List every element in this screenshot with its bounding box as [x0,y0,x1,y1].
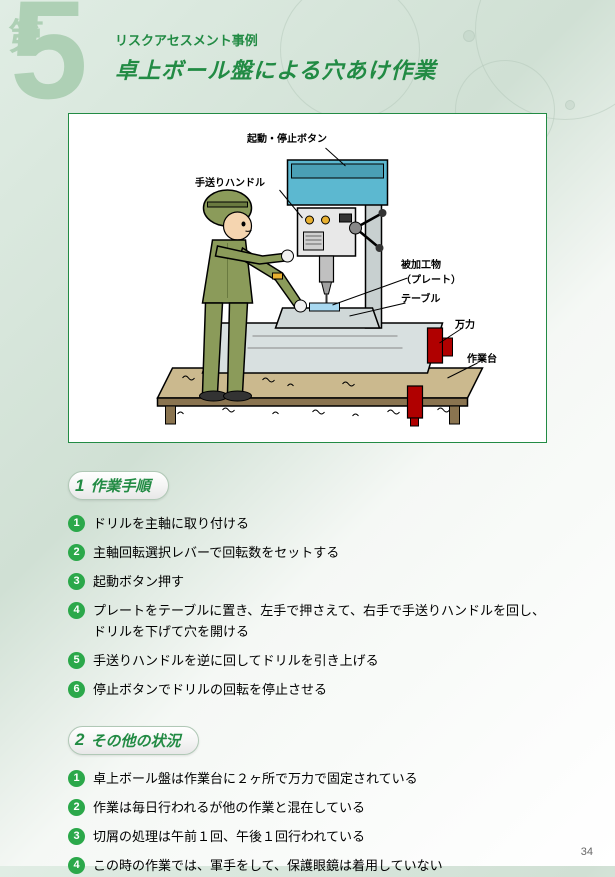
list-item: 3 切屑の処理は午前１回、午後１回行われている [68,827,547,847]
section1-title: 作業手順 [90,475,150,496]
item-badge-2: 2 [68,544,85,561]
list-item: 5 手送りハンドルを逆に回してドリルを引き上げる [68,651,547,671]
section1-list: 1 ドリルを主軸に取り付ける 2 主軸回転選択レバーで回転数をセットする 3 起… [68,514,547,700]
list-item: 6 停止ボタンでドリルの回転を停止させる [68,680,547,700]
item-badge-1: 1 [68,515,85,532]
diagram-illustration: 起動・停止ボタン 手送りハンドル 被加工物 （プレート） テーブル 万力 作業台 [83,128,532,428]
item-text: プレートをテーブルに置き、左手で押さえて、右手で手送りハンドルを回し、ドリルを下… [93,601,547,641]
item-text: 停止ボタンでドリルの回転を停止させる [93,680,547,700]
section2-number: 2 [75,730,84,750]
list-item: 1 ドリルを主軸に取り付ける [68,514,547,534]
item-text: 起動ボタン押す [93,572,547,592]
label-workbench: 作業台 [467,350,497,365]
page-header: リスクアセスメント事例 卓上ボール盤による穴あけ作業 [0,0,615,95]
item-badge-2: 2 [68,799,85,816]
section2-list: 1 卓上ボール盤は作業台に２ヶ所で万力で固定されている 2 作業は毎日行われるが… [68,769,547,877]
item-text: 主軸回転選択レバーで回転数をセットする [93,543,547,563]
item-text: この時の作業では、軍手をして、保護眼鏡は着用していない [93,856,547,876]
item-badge-3: 3 [68,828,85,845]
label-start-stop: 起動・停止ボタン [247,130,327,145]
list-item: 2 作業は毎日行われるが他の作業と混在している [68,798,547,818]
page-number: 34 [581,846,593,858]
label-table: テーブル [401,290,440,305]
page-subtitle: リスクアセスメント事例 [115,30,575,49]
drill-press-svg [83,128,532,428]
label-workpiece: 被加工物 （プレート） [401,256,461,286]
label-vise: 万力 [455,316,475,331]
diagram-container: 起動・停止ボタン 手送りハンドル 被加工物 （プレート） テーブル 万力 作業台 [68,113,547,443]
list-item: 2 主軸回転選択レバーで回転数をセットする [68,543,547,563]
item-text: ドリルを主軸に取り付ける [93,514,547,534]
item-text: 卓上ボール盤は作業台に２ヶ所で万力で固定されている [93,769,547,789]
label-hand-feed: 手送りハンドル [195,174,265,189]
item-badge-4: 4 [68,602,85,619]
item-badge-5: 5 [68,652,85,669]
section2-header: 2 その他の状況 [68,726,199,755]
section1-number: 1 [75,476,84,496]
item-text: 手送りハンドルを逆に回してドリルを引き上げる [93,651,547,671]
list-item: 4 この時の作業では、軍手をして、保護眼鏡は着用していない [68,856,547,876]
section1-header: 1 作業手順 [68,471,169,500]
section2-title: その他の状況 [90,730,180,751]
item-badge-1: 1 [68,770,85,787]
item-badge-3: 3 [68,573,85,590]
item-text: 切屑の処理は午前１回、午後１回行われている [93,827,547,847]
item-badge-6: 6 [68,681,85,698]
item-text: 作業は毎日行われるが他の作業と混在している [93,798,547,818]
list-item: 4 プレートをテーブルに置き、左手で押さえて、右手で手送りハンドルを回し、ドリル… [68,601,547,641]
page-title: 卓上ボール盤による穴あけ作業 [115,53,575,85]
list-item: 3 起動ボタン押す [68,572,547,592]
list-item: 1 卓上ボール盤は作業台に２ヶ所で万力で固定されている [68,769,547,789]
